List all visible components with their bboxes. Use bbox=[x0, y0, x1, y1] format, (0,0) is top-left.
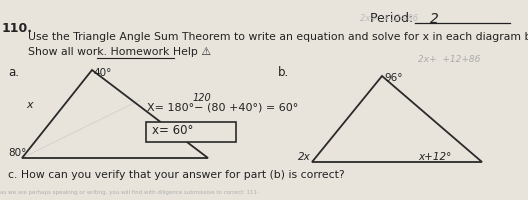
Text: Use the Triangle Angle Sum Theorem to write an equation and solve for x in each : Use the Triangle Angle Sum Theorem to wr… bbox=[28, 32, 528, 42]
Text: x: x bbox=[26, 100, 33, 110]
Text: Period:: Period: bbox=[370, 12, 421, 25]
Text: 2x+  +12+86: 2x+ +12+86 bbox=[418, 55, 480, 64]
Text: x= 60°: x= 60° bbox=[152, 124, 193, 137]
Text: X= 180°− (80 +40°) = 60°: X= 180°− (80 +40°) = 60° bbox=[147, 103, 298, 113]
Text: x+12°: x+12° bbox=[418, 152, 451, 162]
Text: c. How can you verify that your answer for part (b) is correct?: c. How can you verify that your answer f… bbox=[8, 170, 345, 180]
Text: 120: 120 bbox=[193, 93, 212, 103]
Text: 110.: 110. bbox=[2, 22, 33, 35]
Text: as we are perhaps speaking or writing, you will find with diligence submissive t: as we are perhaps speaking or writing, y… bbox=[0, 190, 259, 195]
Text: b.: b. bbox=[278, 66, 289, 79]
Text: 40°: 40° bbox=[93, 68, 111, 78]
Text: 2x+  +12+86: 2x+ +12+86 bbox=[360, 14, 418, 23]
Text: 2: 2 bbox=[430, 12, 439, 26]
Text: 80°: 80° bbox=[8, 148, 26, 158]
Text: Show all work. Homework Help ⚠: Show all work. Homework Help ⚠ bbox=[28, 47, 211, 57]
Text: a.: a. bbox=[8, 66, 19, 79]
Text: 96°: 96° bbox=[384, 73, 402, 83]
FancyBboxPatch shape bbox=[146, 122, 236, 142]
Text: 2x: 2x bbox=[298, 152, 311, 162]
